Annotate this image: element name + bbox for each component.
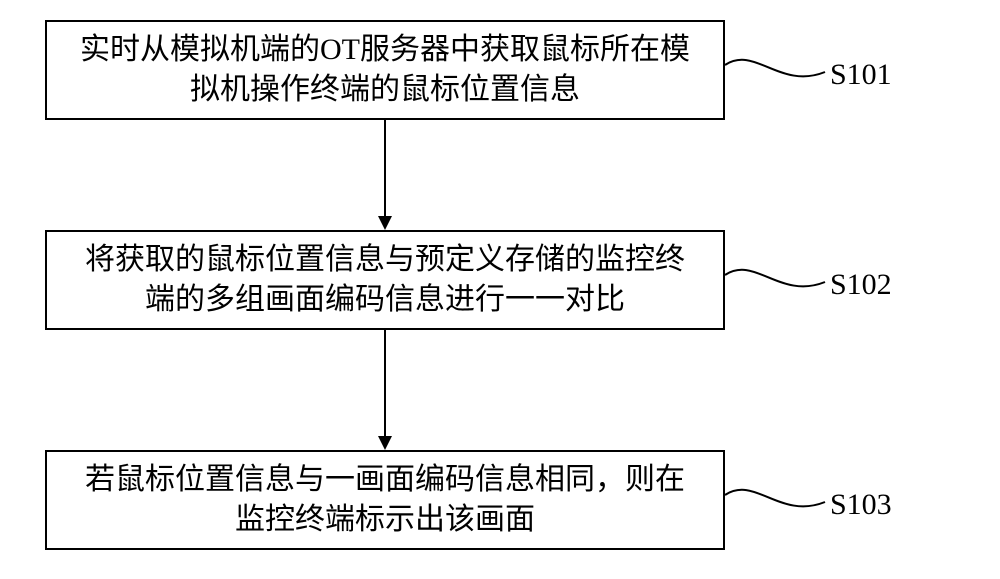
flow-step-s103: 若鼠标位置信息与一画面编码信息相同，则在 监控终端标示出该画面 <box>45 450 725 550</box>
arrow-s101-s102 <box>373 120 397 230</box>
flow-step-s101: 实时从模拟机端的OT服务器中获取鼠标所在模 拟机操作终端的鼠标位置信息 <box>45 20 725 120</box>
label-connector-s102 <box>725 260 830 300</box>
flow-step-text: 若鼠标位置信息与一画面编码信息相同，则在 监控终端标示出该画面 <box>85 460 685 541</box>
arrow-s102-s103 <box>373 330 397 450</box>
flow-step-s102: 将获取的鼠标位置信息与预定义存储的监控终 端的多组画面编码信息进行一一对比 <box>45 230 725 330</box>
label-connector-s103 <box>725 480 830 520</box>
step-label-s103: S103 <box>830 488 892 522</box>
flow-step-text: 将获取的鼠标位置信息与预定义存储的监控终 端的多组画面编码信息进行一一对比 <box>85 240 685 321</box>
flow-step-text: 实时从模拟机端的OT服务器中获取鼠标所在模 拟机操作终端的鼠标位置信息 <box>80 30 690 111</box>
step-label-s101: S101 <box>830 58 892 92</box>
label-connector-s101 <box>725 50 830 90</box>
step-label-s102: S102 <box>830 268 892 302</box>
